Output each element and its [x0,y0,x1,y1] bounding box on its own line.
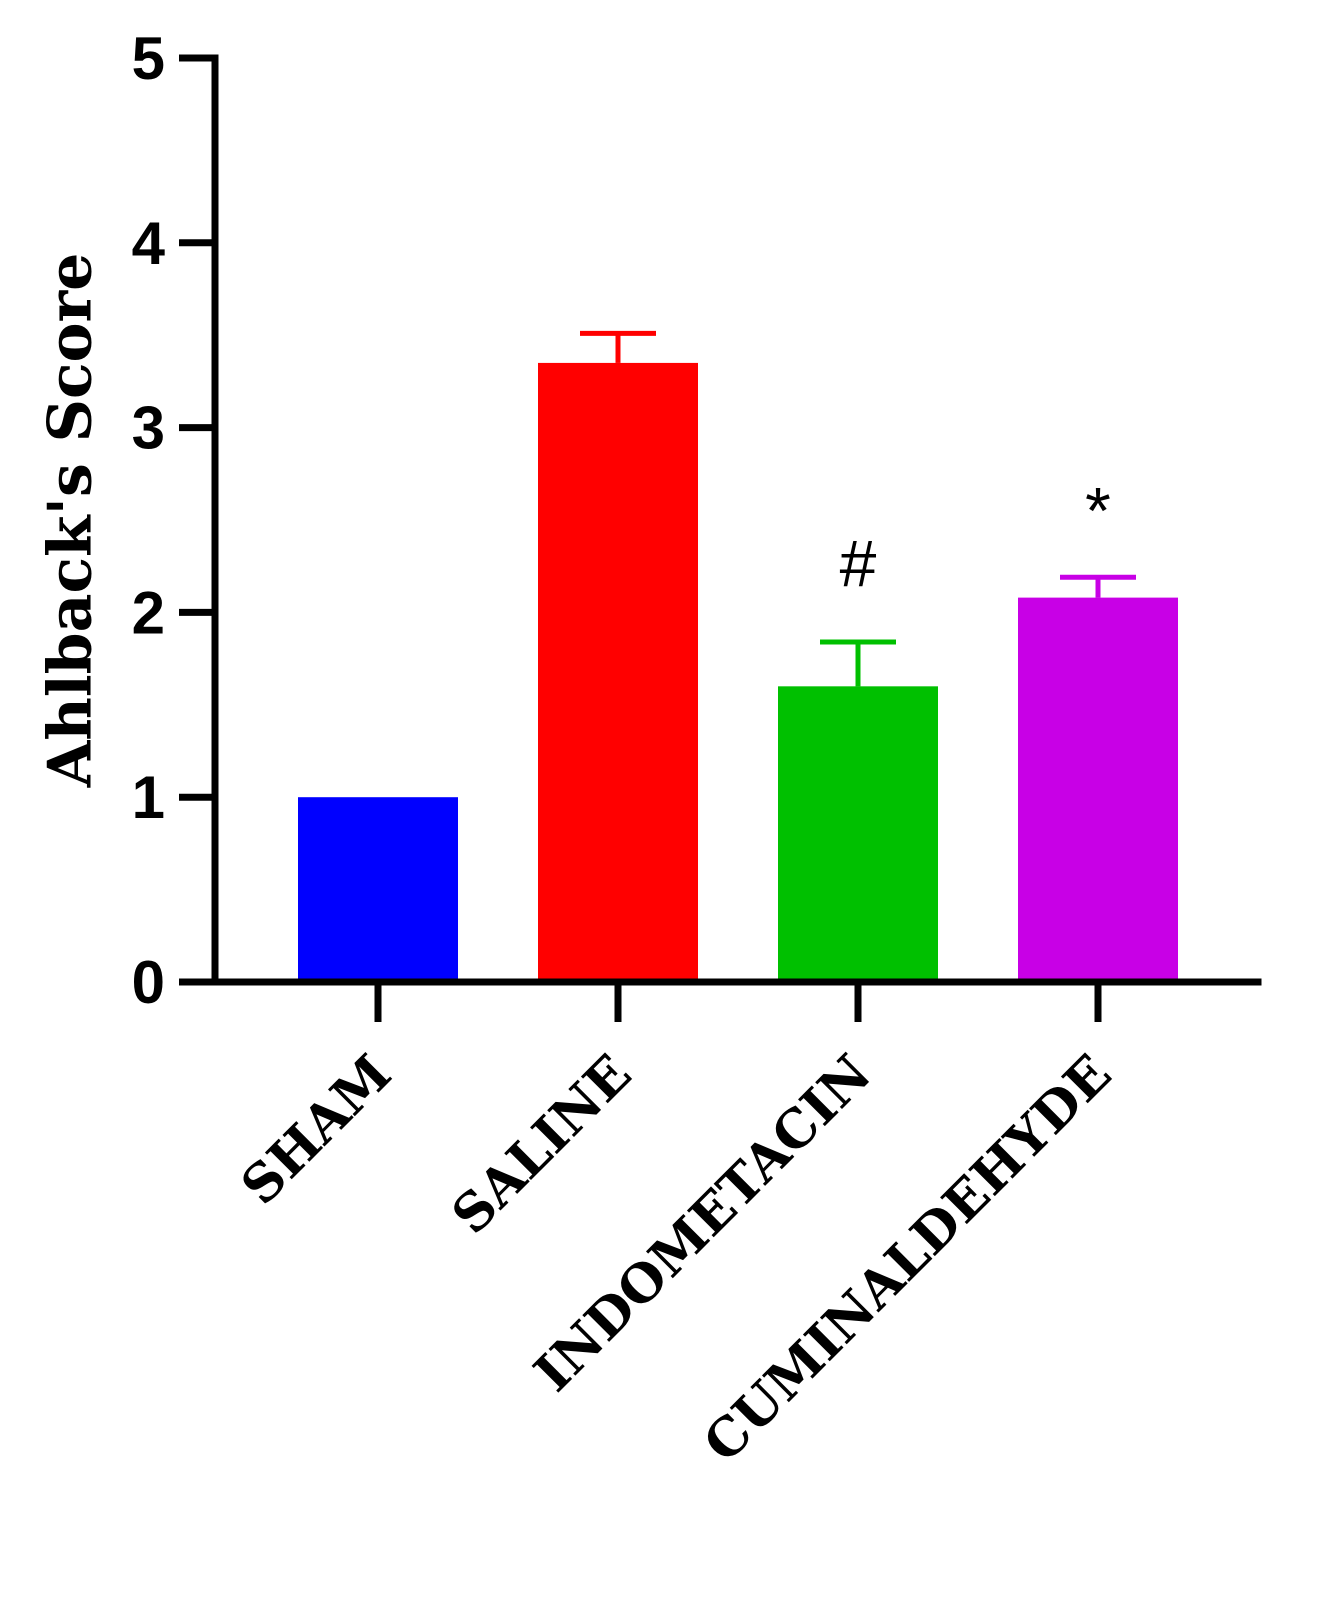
error-bar-saline [580,330,656,363]
significance-marker: # [840,526,877,600]
y-tick-label: 1 [132,764,165,831]
axes-group [211,54,1262,986]
y-tick-label: 3 [132,395,165,462]
bar-cuminaldehyde [1018,597,1178,982]
y-ticks-group: 0 1 2 3 4 5 [132,25,215,1016]
x-tick-label: SHAM [230,1043,404,1217]
annotations-group: #* [840,473,1111,600]
error-bar-cuminaldehyde [1060,574,1136,598]
bar-sham [298,797,458,982]
error-bar-indometacin [820,639,896,687]
x-tick-label: SALINE [440,1043,643,1246]
y-axis-label: Ahlback's Score [36,253,106,789]
y-tick-label: 0 [132,949,165,1016]
significance-marker: * [1085,473,1111,547]
y-tick-label: 5 [132,25,165,92]
x-tick-label: CUMINALDEHYDE [692,1043,1123,1474]
bars-group [298,362,1178,982]
y-tick-label: 2 [132,579,165,646]
error-bars-group [580,330,1136,687]
bar-indometacin [778,686,938,982]
y-tick-label: 4 [132,210,166,277]
bar-saline [538,362,698,982]
